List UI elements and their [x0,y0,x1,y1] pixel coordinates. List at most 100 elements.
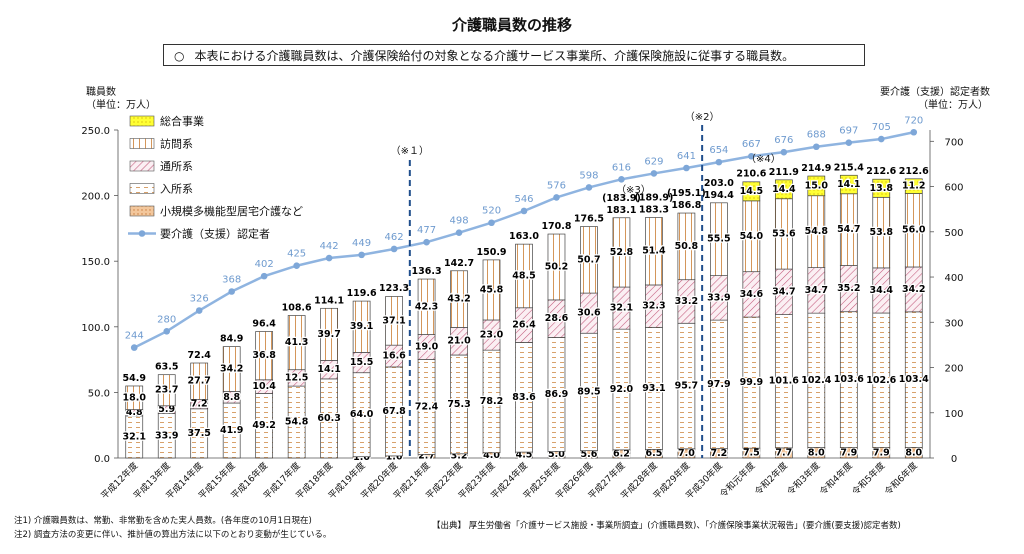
y2-tick-label: 600 [944,183,963,194]
bar-total-label: 203.0 [704,178,734,189]
note-text: 本表における介護職員数は、介護保険給付の対象となる介護サービス事業所、介護保険施… [194,49,795,63]
bar-segment-label: 14.1 [837,179,860,190]
left-axis-label: 職員数 [86,87,116,98]
bar-segment-label: 7.9 [840,447,857,458]
bar-segment-label: 41.3 [285,337,308,348]
bar-segment-label: 54.7 [837,224,860,235]
bar-segment-label: 93.1 [642,383,665,394]
x-category-label: 令和2年度 [752,460,790,498]
certified-point [650,170,658,177]
bar-segment-label: 75.3 [447,399,470,410]
bar-total-label: 119.6 [347,288,377,299]
bar-total-label: (183.9) [602,193,641,204]
bar-segment-label: 92.0 [610,384,634,395]
bar-total-label: 136.3 [412,266,442,277]
bar-total-label: 212.6 [866,166,896,177]
certified-value-label: 720 [904,115,923,126]
bar-segment-label: 34.2 [902,284,925,295]
certified-point [715,158,723,166]
bar-total-label: 214.9 [801,163,831,174]
bar-segment-homon [320,307,338,361]
bar-segment-label: 102.4 [801,375,831,386]
bar-segment-label: 53.6 [772,228,796,239]
bar-segment-label: 54.8 [285,417,309,428]
y2-tick-label: 0 [951,454,957,465]
bar-segment-label: 83.6 [512,392,536,403]
bar-total-label: 170.8 [541,221,571,232]
certified-point [877,135,885,143]
bar-segment-label: 54.8 [805,226,829,237]
bar-segment-homon [547,233,566,301]
certified-point [195,307,203,314]
bar-segment-label: 103.6 [834,374,864,385]
bar-segment-sogo [839,174,858,195]
bar-segment-label: 8.8 [223,392,240,403]
bar-segment-homon [157,374,176,407]
certified-point [423,238,430,246]
bar-segment-label: 45.8 [480,284,504,295]
bar-total-label: 150.9 [476,247,506,258]
bar-total-label: 210.6 [736,169,766,180]
certified-point [553,194,560,201]
bar-segment-label: 50.2 [545,261,568,272]
bar-segment-sogo [872,178,891,198]
legend-swatch-shokibo [129,205,155,217]
bar-segment-homon [482,259,501,321]
bar-segment-label: 72.4 [415,401,439,412]
bar-segment-label: 8.0 [808,447,825,458]
bar-segment-label: 6.5 [645,448,662,459]
bar-total-label: 163.0 [509,231,539,242]
bar-segment-label: 52.8 [610,247,634,258]
bar-segment-label: 86.9 [545,389,568,400]
y2-tick-label: 100 [944,409,963,420]
bar-total-label: 176.5 [574,213,604,224]
bar-segment-label: 7.2 [710,448,727,459]
annotation-note2: （※2） [685,111,720,123]
certified-point [455,229,463,236]
y2-tick-label: 400 [944,273,963,284]
x-category-label: 令和3年度 [784,460,822,498]
bar-segment-homon [710,202,728,276]
footnotes: 注1) 介護職員数は、常勤、非常勤を含めた実人員数。(各年度の10月1日現在) … [14,514,331,542]
annotation-note3: （※3） [616,184,651,196]
bar-segment-label: 49.2 [252,420,275,431]
bar-total-label: 212.6 [899,166,929,177]
bar-total-label: 183.1 [606,205,636,216]
certified-value-label: 641 [677,151,696,162]
bar-segment-label: 7.0 [678,448,695,459]
bar-segment-label: 39.7 [317,329,340,340]
certified-value-label: 546 [514,194,533,205]
bar-segment-label: 67.8 [382,406,406,417]
bar-segment-label: 11.2 [902,181,925,192]
bar-segment-label: 16.6 [382,351,406,362]
bar-segment-label: 101.6 [769,376,799,387]
certified-value-label: 368 [222,275,241,286]
bar-segment-label: 39.1 [350,321,373,332]
legend-swatch-homon [129,138,155,149]
right-axis-unit: （単位：万人） [918,100,988,111]
legend-label: 訪問系 [160,137,193,151]
bar-segment-label: 7.2 [191,399,208,410]
bar-total-label: 123.3 [379,283,409,294]
bar-segment-label: 53.8 [870,227,894,238]
certified-value-label: 402 [255,259,274,270]
bar-total-label: 194.4 [704,190,734,201]
bar-segment-sogo [904,178,923,194]
certified-point [130,344,138,351]
legend-label: 総合事業 [160,114,204,128]
y-tick-label: 250.0 [81,126,110,137]
bar-segment-label: 41.9 [220,425,243,436]
annotations: （※１） （※2） （※3） （※4） [391,111,781,458]
legend-label: 入所系 [160,183,193,196]
bar-segment-label: 103.4 [899,374,929,385]
certified-point [845,139,853,146]
bar-segment-label: 32.3 [642,301,665,312]
certified-point [910,128,918,136]
bar-segment-label: 54.0 [740,231,764,242]
certified-value-label: 676 [774,135,793,146]
certified-point [520,207,528,215]
bar-segment-label: 37.5 [187,428,210,439]
left-axis-heading: 職員数 （単位：万人） [86,86,156,112]
certified-point [293,262,300,270]
y-tick-label: 150.0 [81,257,110,268]
